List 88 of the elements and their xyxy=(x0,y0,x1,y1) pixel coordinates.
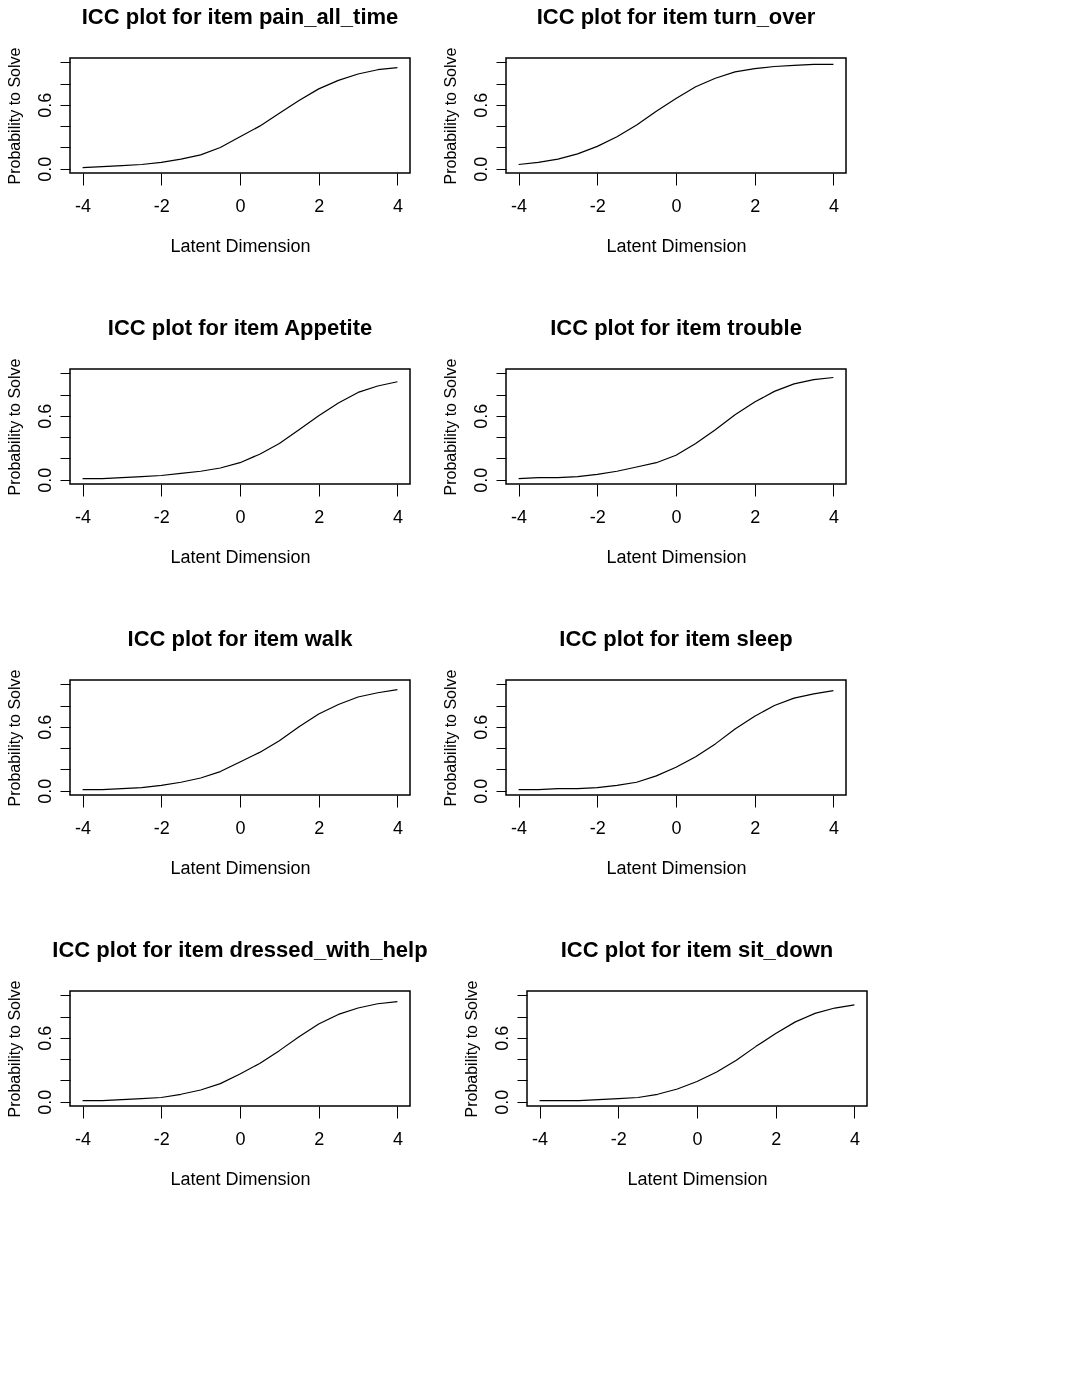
x-tick-label: 4 xyxy=(392,1128,403,1149)
y-axis-title: Probability to Solve xyxy=(462,980,480,1118)
y-tick-label: 0.6 xyxy=(470,92,491,118)
x-tick-label: 2 xyxy=(750,506,761,527)
x-tick-label: 4 xyxy=(392,195,403,216)
chart-title: ICC plot for item Appetite xyxy=(107,315,373,341)
x-tick-label: 4 xyxy=(392,817,403,838)
x-tick-label: 4 xyxy=(849,1128,860,1149)
x-tick-label: -4 xyxy=(532,1128,549,1149)
y-axis-title: Probability to Solve xyxy=(5,980,23,1118)
x-tick-label: 0 xyxy=(235,1128,246,1149)
line-series xyxy=(81,1001,399,1102)
y-tick-label: 0.6 xyxy=(34,92,55,118)
x-axis-title: Latent Dimension xyxy=(170,1168,311,1189)
y-tick-label: 0.0 xyxy=(34,1089,55,1115)
x-tick-label: 2 xyxy=(750,817,761,838)
x-axis-title: Latent Dimension xyxy=(606,235,747,256)
x-tick-label: 0 xyxy=(235,817,246,838)
line-series xyxy=(81,381,399,480)
y-tick-label: 0.6 xyxy=(34,1025,55,1051)
x-tick-label: 4 xyxy=(828,506,839,527)
line-series xyxy=(81,66,399,169)
x-tick-label: -2 xyxy=(589,506,606,527)
x-tick-label: 0 xyxy=(671,506,682,527)
x-tick-label: -4 xyxy=(75,506,92,527)
x-tick-label: 2 xyxy=(314,506,325,527)
y-tick-label: 0.0 xyxy=(34,467,55,493)
x-tick-label: -2 xyxy=(153,195,170,216)
chart-title: ICC plot for item trouble xyxy=(550,315,802,341)
x-tick-label: -4 xyxy=(511,506,528,527)
x-tick-label: 2 xyxy=(750,195,761,216)
x-tick-label: 0 xyxy=(235,506,246,527)
x-tick-label: -4 xyxy=(75,817,92,838)
y-tick-label: 0.0 xyxy=(491,1089,512,1115)
line-series xyxy=(517,63,835,166)
x-axis-title: Latent Dimension xyxy=(606,546,747,567)
x-tick-label: -2 xyxy=(589,817,606,838)
x-tick-label: 4 xyxy=(828,817,839,838)
line-series xyxy=(517,376,835,480)
y-tick-label: 0.0 xyxy=(34,156,55,182)
y-tick-label: 0.0 xyxy=(470,778,491,804)
x-tick-label: -2 xyxy=(589,195,606,216)
y-tick-label: 0.0 xyxy=(470,467,491,493)
x-tick-label: 2 xyxy=(771,1128,782,1149)
x-tick-label: -4 xyxy=(75,195,92,216)
chart-title: ICC plot for item sleep xyxy=(559,626,793,652)
x-tick-label: -2 xyxy=(153,817,170,838)
x-tick-label: 0 xyxy=(671,817,682,838)
x-tick-label: -2 xyxy=(153,506,170,527)
x-axis-title: Latent Dimension xyxy=(170,857,311,878)
x-tick-label: -4 xyxy=(511,817,528,838)
chart-title: ICC plot for item dressed_with_help xyxy=(52,937,428,963)
x-tick-label: -2 xyxy=(153,1128,170,1149)
x-tick-label: 2 xyxy=(314,195,325,216)
y-axis-title: Probability to Solve xyxy=(5,358,23,496)
x-axis-title: Latent Dimension xyxy=(170,235,311,256)
x-tick-label: 4 xyxy=(392,506,403,527)
y-axis-title: Probability to Solve xyxy=(441,669,459,807)
chart-title: ICC plot for item sit_down xyxy=(560,937,834,963)
x-tick-label: 4 xyxy=(828,195,839,216)
chart-title: ICC plot for item pain_all_time xyxy=(81,4,399,30)
x-axis-title: Latent Dimension xyxy=(627,1168,768,1189)
line-series xyxy=(81,688,399,791)
chart-title: ICC plot for item walk xyxy=(127,626,354,652)
x-tick-label: 0 xyxy=(671,195,682,216)
y-tick-label: 0.6 xyxy=(34,714,55,740)
line-series xyxy=(517,690,835,791)
y-axis-title: Probability to Solve xyxy=(441,358,459,496)
y-axis-title: Probability to Solve xyxy=(5,669,23,807)
y-tick-label: 0.6 xyxy=(470,714,491,740)
y-tick-label: 0.6 xyxy=(470,403,491,429)
y-tick-label: 0.0 xyxy=(470,156,491,182)
x-tick-label: 2 xyxy=(314,817,325,838)
x-tick-label: -4 xyxy=(75,1128,92,1149)
y-tick-label: 0.6 xyxy=(491,1025,512,1051)
x-tick-label: 2 xyxy=(314,1128,325,1149)
x-tick-label: -2 xyxy=(610,1128,627,1149)
x-tick-label: -4 xyxy=(511,195,528,216)
y-tick-label: 0.0 xyxy=(34,778,55,804)
x-axis-title: Latent Dimension xyxy=(606,857,747,878)
y-tick-label: 0.6 xyxy=(34,403,55,429)
x-axis-title: Latent Dimension xyxy=(170,546,311,567)
chart-title: ICC plot for item turn_over xyxy=(536,4,816,30)
y-axis-title: Probability to Solve xyxy=(5,47,23,185)
x-tick-label: 0 xyxy=(235,195,246,216)
x-tick-label: 0 xyxy=(692,1128,703,1149)
line-series xyxy=(538,1004,856,1102)
y-axis-title: Probability to Solve xyxy=(441,47,459,185)
